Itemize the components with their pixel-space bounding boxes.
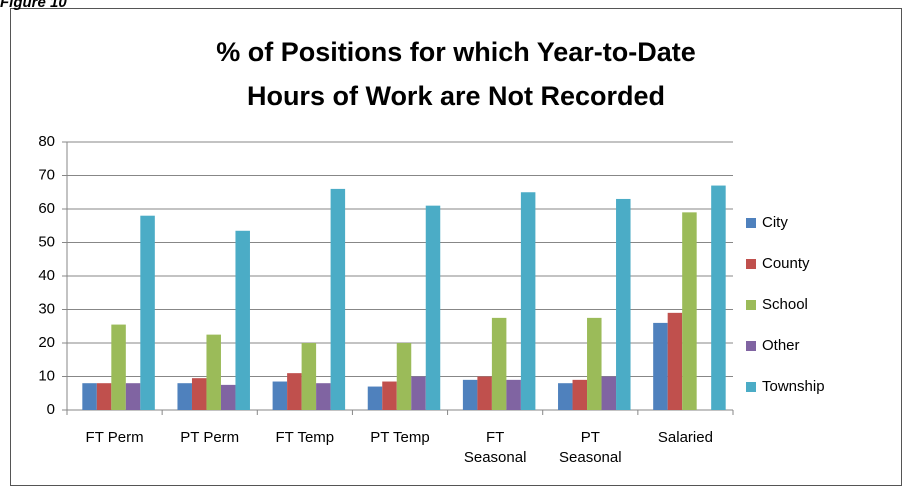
bar (272, 381, 288, 410)
bar (411, 376, 426, 410)
bar (396, 343, 412, 410)
legend-label: School (762, 296, 808, 313)
bar (177, 383, 192, 410)
bar (682, 212, 697, 410)
bar (111, 324, 126, 410)
x-tick-label: PT Perm (180, 429, 240, 446)
x-tick-label: Salaried (657, 429, 713, 446)
legend-swatch (746, 341, 756, 351)
bar (206, 334, 221, 410)
figure-label: Figure 10 (0, 0, 67, 11)
bar (425, 205, 441, 410)
bar (520, 192, 536, 410)
y-tick-label: 70 (38, 166, 55, 183)
y-tick-label: 30 (38, 300, 55, 317)
bar (667, 312, 683, 410)
bar (96, 383, 112, 410)
bar (125, 383, 141, 410)
x-tick-label: PT Seasonal (559, 429, 622, 466)
legend-label: Township (762, 378, 825, 395)
legend-swatch (746, 300, 756, 310)
y-tick-label: 60 (38, 200, 55, 217)
bar (587, 317, 602, 410)
x-tick-label: FT Perm (85, 429, 144, 446)
legend-swatch (746, 382, 756, 392)
legend-swatch (746, 218, 756, 228)
bar (601, 376, 617, 410)
x-tick-label: FT Temp (275, 429, 335, 446)
y-tick-label: 10 (38, 367, 55, 384)
bar (235, 230, 250, 410)
bar (572, 379, 588, 410)
bar (191, 378, 207, 410)
bar (367, 386, 383, 410)
bar (477, 376, 492, 410)
bar (287, 373, 302, 410)
chart-title: % of Positions for which Year-to-Date Ho… (216, 37, 696, 111)
bar (382, 381, 397, 410)
bar (711, 185, 726, 410)
bar (316, 383, 331, 410)
y-tick-label: 80 (38, 133, 55, 150)
bar (462, 379, 478, 410)
legend-swatch (746, 259, 756, 269)
bar (301, 343, 317, 410)
y-tick-label: 40 (38, 267, 55, 284)
legend-label: Other (762, 337, 800, 354)
bar (491, 317, 507, 410)
bar (616, 198, 631, 410)
legend-label: City (762, 214, 788, 231)
x-tick-label: PT Temp (370, 429, 430, 446)
y-tick-label: 50 (38, 233, 55, 250)
y-tick-label: 20 (38, 334, 55, 351)
bar (558, 383, 573, 410)
y-tick-label: 0 (47, 401, 55, 418)
legend-label: County (762, 255, 810, 272)
bar (330, 188, 346, 410)
bar (653, 322, 668, 410)
bar (506, 379, 521, 410)
bar (82, 383, 97, 410)
bar (220, 384, 236, 410)
x-tick-label: FT Seasonal (463, 429, 527, 466)
bar (140, 215, 155, 410)
